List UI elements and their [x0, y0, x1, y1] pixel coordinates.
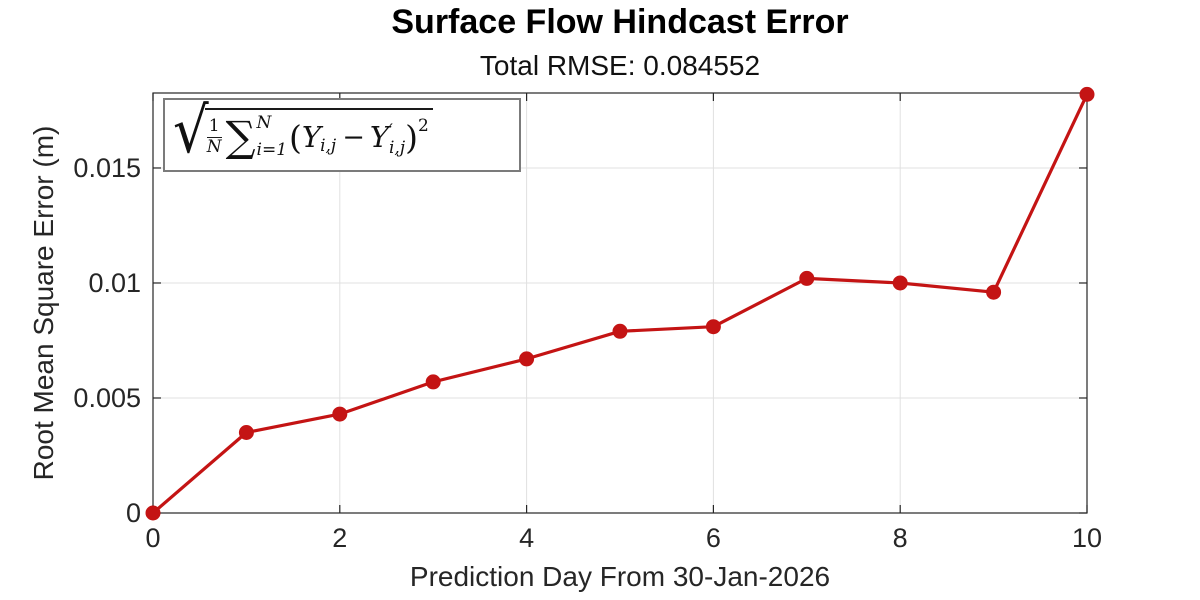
- y-tick-label: 0.005: [73, 382, 141, 413]
- y-tick-label: 0: [125, 498, 141, 528]
- x-tick-label: 4: [519, 523, 535, 553]
- chart-subtitle: Total RMSE: 0.084552: [479, 50, 761, 81]
- sigma-symbol: ∑: [225, 112, 256, 162]
- formula-radicand: 1 N ∑ N i=1 ( Y i,j − Y ′ i,j ) 2: [204, 107, 433, 161]
- data-point-marker: [1079, 86, 1095, 102]
- x-tick-label: 10: [1071, 523, 1103, 553]
- data-point-marker: [519, 351, 535, 367]
- fraction-denominator: N: [206, 136, 222, 157]
- axes-box: [152, 92, 1088, 514]
- open-paren: (: [289, 117, 302, 157]
- x-tick-label: 2: [332, 523, 348, 553]
- data-point-marker: [986, 284, 1002, 300]
- summation: ∑ N i=1: [226, 114, 287, 161]
- data-point-marker: [425, 374, 441, 390]
- data-point-marker: [799, 270, 815, 286]
- fraction-numerator: 1: [206, 115, 222, 138]
- data-point-marker: [705, 319, 721, 335]
- sqrt-symbol: √: [173, 95, 209, 168]
- y-tick-label: 0.015: [73, 152, 141, 183]
- close-paren: ): [405, 117, 418, 157]
- term2-scripts: ′ i,j: [389, 123, 405, 157]
- chart-title: Surface Flow Hindcast Error: [391, 3, 849, 41]
- fraction-one-over-n: 1 N: [206, 115, 222, 157]
- term1-variable: Y: [301, 119, 322, 154]
- x-tick-label: 6: [705, 523, 721, 553]
- term2-subscript: i,j: [388, 138, 406, 158]
- data-point-marker: [612, 323, 628, 339]
- rmse-formula-box: √ 1 N ∑ N i=1 ( Y i,j − Y ′ i,j ): [163, 98, 521, 172]
- data-point-marker: [332, 406, 348, 422]
- minus-operator: −: [342, 121, 365, 153]
- summation-limits: N i=1: [256, 114, 288, 161]
- x-axis-label: Prediction Day From 30-Jan-2026: [409, 561, 831, 592]
- summation-upper-limit: N: [256, 112, 272, 133]
- summation-lower-limit: i=1: [256, 139, 288, 160]
- term2-variable: Y: [369, 119, 389, 154]
- term2-prime: ′: [388, 121, 393, 141]
- data-point-marker: [892, 275, 908, 291]
- data-point-marker: [145, 505, 161, 521]
- y-tick-label: 0.01: [88, 267, 141, 298]
- data-point-marker: [238, 424, 254, 440]
- term1-subscript: i,j: [320, 136, 337, 156]
- x-tick-label: 0: [145, 523, 161, 553]
- x-tick-label: 8: [892, 523, 908, 553]
- squared-exponent: 2: [417, 116, 429, 136]
